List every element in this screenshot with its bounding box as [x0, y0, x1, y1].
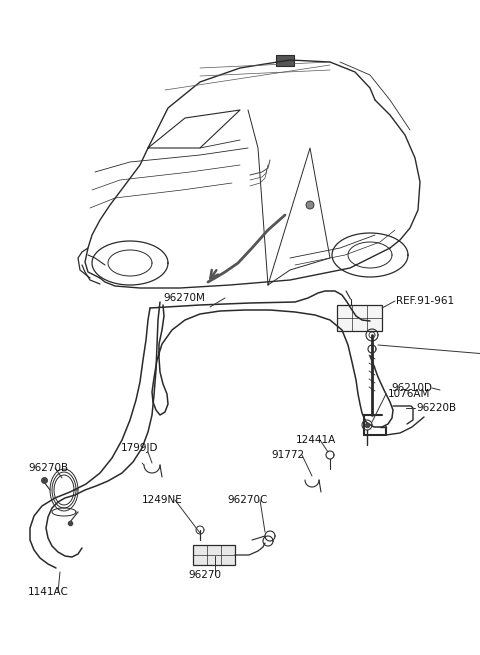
Bar	[276, 55, 294, 66]
Bar	[337, 305, 382, 331]
Text: 1141AC: 1141AC	[28, 587, 69, 597]
Text: 96270: 96270	[189, 570, 221, 580]
Circle shape	[306, 201, 314, 209]
Text: 96270M: 96270M	[163, 293, 205, 303]
Text: 1799JD: 1799JD	[121, 443, 159, 453]
Bar	[193, 545, 235, 565]
Text: 96210D: 96210D	[391, 383, 432, 393]
Text: 91772: 91772	[271, 450, 305, 460]
Text: 1249NE: 1249NE	[142, 495, 182, 505]
Text: 96270B: 96270B	[28, 463, 68, 473]
Text: REF.91-961: REF.91-961	[396, 296, 454, 306]
Text: 1076AM: 1076AM	[388, 389, 431, 399]
Text: 12441A: 12441A	[296, 435, 336, 445]
Text: 96220B: 96220B	[416, 403, 456, 413]
Text: 96270C: 96270C	[228, 495, 268, 505]
